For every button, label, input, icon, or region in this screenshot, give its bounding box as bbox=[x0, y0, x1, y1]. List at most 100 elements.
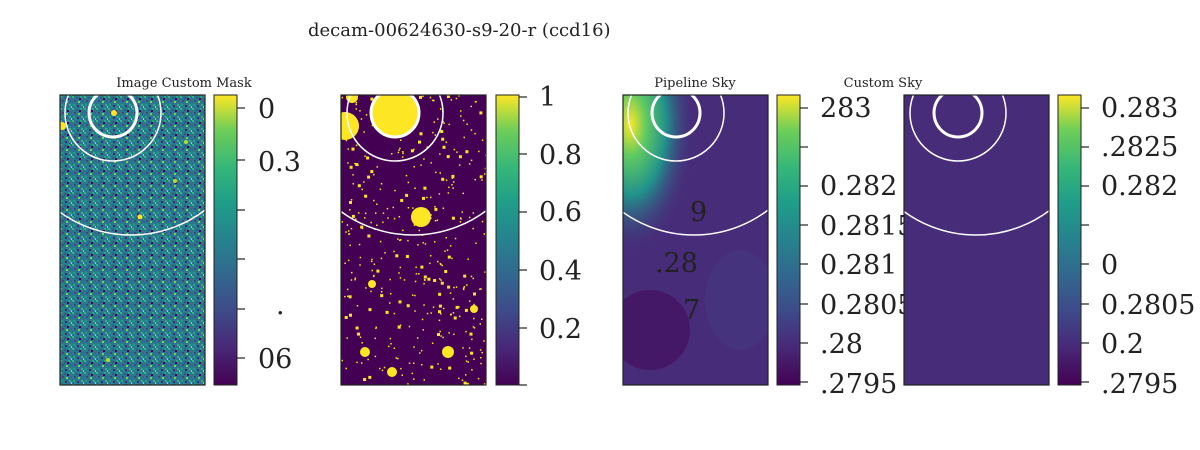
mask-speckle bbox=[480, 362, 482, 365]
mask-speckle bbox=[347, 295, 349, 297]
mask-speckle bbox=[438, 310, 441, 314]
mask-speckle bbox=[386, 207, 389, 210]
mask-speckle bbox=[455, 305, 459, 309]
mask-speckle bbox=[453, 316, 457, 320]
mask-speckle bbox=[419, 95, 422, 99]
mask-speckle bbox=[398, 216, 401, 218]
mask-speckle bbox=[458, 164, 461, 166]
mask-speckle bbox=[368, 375, 372, 379]
mask-speckle bbox=[473, 292, 476, 296]
mask-speckle bbox=[380, 291, 383, 293]
panel-3-tick-label: .28 bbox=[820, 329, 863, 360]
mask-speckle bbox=[410, 149, 414, 153]
mask-speckle bbox=[438, 319, 441, 322]
mask-speckle bbox=[475, 101, 477, 103]
mask-speckle bbox=[413, 148, 415, 151]
mask-speckle bbox=[478, 150, 480, 153]
mask-speckle bbox=[465, 382, 469, 385]
mask-speckle bbox=[462, 347, 464, 349]
mask-speckle bbox=[376, 166, 378, 168]
mask-speckle bbox=[434, 134, 437, 136]
mask-speckle bbox=[350, 279, 353, 281]
mask-speckle bbox=[451, 177, 454, 179]
mask-speckle bbox=[351, 147, 355, 151]
mask-speckle bbox=[474, 178, 476, 181]
mask-speckle bbox=[463, 287, 465, 289]
mask-speckle bbox=[347, 259, 350, 262]
mask-speckle bbox=[437, 363, 439, 365]
mask-speckle bbox=[422, 196, 425, 200]
mask-speckle bbox=[371, 258, 373, 261]
mask-speckle bbox=[399, 324, 402, 326]
mask-speckle bbox=[468, 347, 471, 349]
mask-speckle bbox=[451, 174, 455, 178]
mask-speckle bbox=[479, 349, 482, 351]
mask-speckle bbox=[365, 114, 368, 116]
mask-speckle bbox=[419, 132, 423, 136]
mask-speckle bbox=[473, 327, 476, 329]
panel-4-tick-label: 0.2 bbox=[1101, 329, 1144, 360]
mask-speckle bbox=[402, 151, 404, 153]
mask-speckle bbox=[405, 193, 409, 197]
mask-speckle bbox=[370, 221, 372, 224]
mask-speckle bbox=[349, 313, 352, 317]
mask-speckle bbox=[472, 277, 474, 280]
mask-speckle bbox=[433, 121, 435, 123]
mask-speckle bbox=[470, 129, 473, 131]
mask-speckle bbox=[407, 383, 409, 385]
mask-speckle bbox=[480, 357, 482, 359]
mask-speckle bbox=[437, 333, 440, 336]
mask-speckle bbox=[355, 163, 359, 167]
mask-speckle bbox=[465, 374, 467, 376]
panel-3-image bbox=[623, 95, 768, 385]
mask-speckle bbox=[473, 317, 475, 320]
mask-speckle bbox=[446, 155, 450, 159]
mask-speckle bbox=[462, 192, 464, 195]
mask-speckle bbox=[361, 362, 363, 364]
mask-speckle bbox=[462, 119, 465, 122]
mask-speckle bbox=[413, 362, 415, 364]
mask-speckle bbox=[373, 199, 375, 202]
mask-speckle bbox=[341, 96, 344, 99]
mask-speckle bbox=[461, 211, 463, 213]
mask-speckle bbox=[448, 123, 450, 126]
mask-speckle bbox=[441, 264, 443, 267]
mask-speckle bbox=[479, 175, 483, 179]
mask-speckle bbox=[347, 148, 349, 150]
mask-speckle bbox=[462, 288, 465, 291]
mask-speckle bbox=[421, 318, 424, 321]
mask-speckle bbox=[363, 181, 365, 183]
panel-2-tick-label: 0.8 bbox=[539, 140, 582, 171]
mask-speckle bbox=[439, 153, 441, 155]
mask-speckle bbox=[424, 243, 427, 245]
mask-speckle bbox=[351, 271, 353, 274]
mask-speckle bbox=[434, 220, 437, 222]
mask-speckle bbox=[368, 308, 372, 312]
mask-speckle bbox=[427, 277, 431, 281]
panel-2-tick-label: 0.2 bbox=[539, 314, 582, 345]
mask-speckle bbox=[438, 193, 441, 195]
mask-speckle bbox=[347, 162, 349, 164]
mask-speckle bbox=[364, 217, 366, 219]
mask-speckle bbox=[354, 278, 356, 281]
mask-speckle bbox=[355, 103, 357, 106]
panel-3-tick-label: 0.281 bbox=[820, 250, 897, 281]
mask-speckle bbox=[483, 233, 486, 235]
mask-speckle bbox=[390, 293, 392, 295]
mask-speckle bbox=[483, 340, 485, 342]
mask-speckle bbox=[460, 218, 462, 220]
panel-4-tick-label: .2795 bbox=[1101, 369, 1178, 400]
mask-speckle bbox=[434, 207, 438, 211]
mask-speckle bbox=[399, 147, 401, 150]
mask-speckle bbox=[468, 163, 471, 165]
mask-speckle bbox=[352, 174, 354, 176]
mask-speckle bbox=[418, 140, 421, 144]
mask-speckle bbox=[447, 255, 451, 259]
mask-speckle bbox=[458, 306, 460, 308]
mask-speckle bbox=[407, 207, 410, 209]
mask-speckle bbox=[420, 349, 423, 352]
mask-speckle bbox=[389, 278, 391, 281]
mask-speckle bbox=[365, 287, 367, 289]
panel-2-tick-label: 0.4 bbox=[539, 256, 582, 287]
mask-speckle bbox=[456, 151, 458, 153]
